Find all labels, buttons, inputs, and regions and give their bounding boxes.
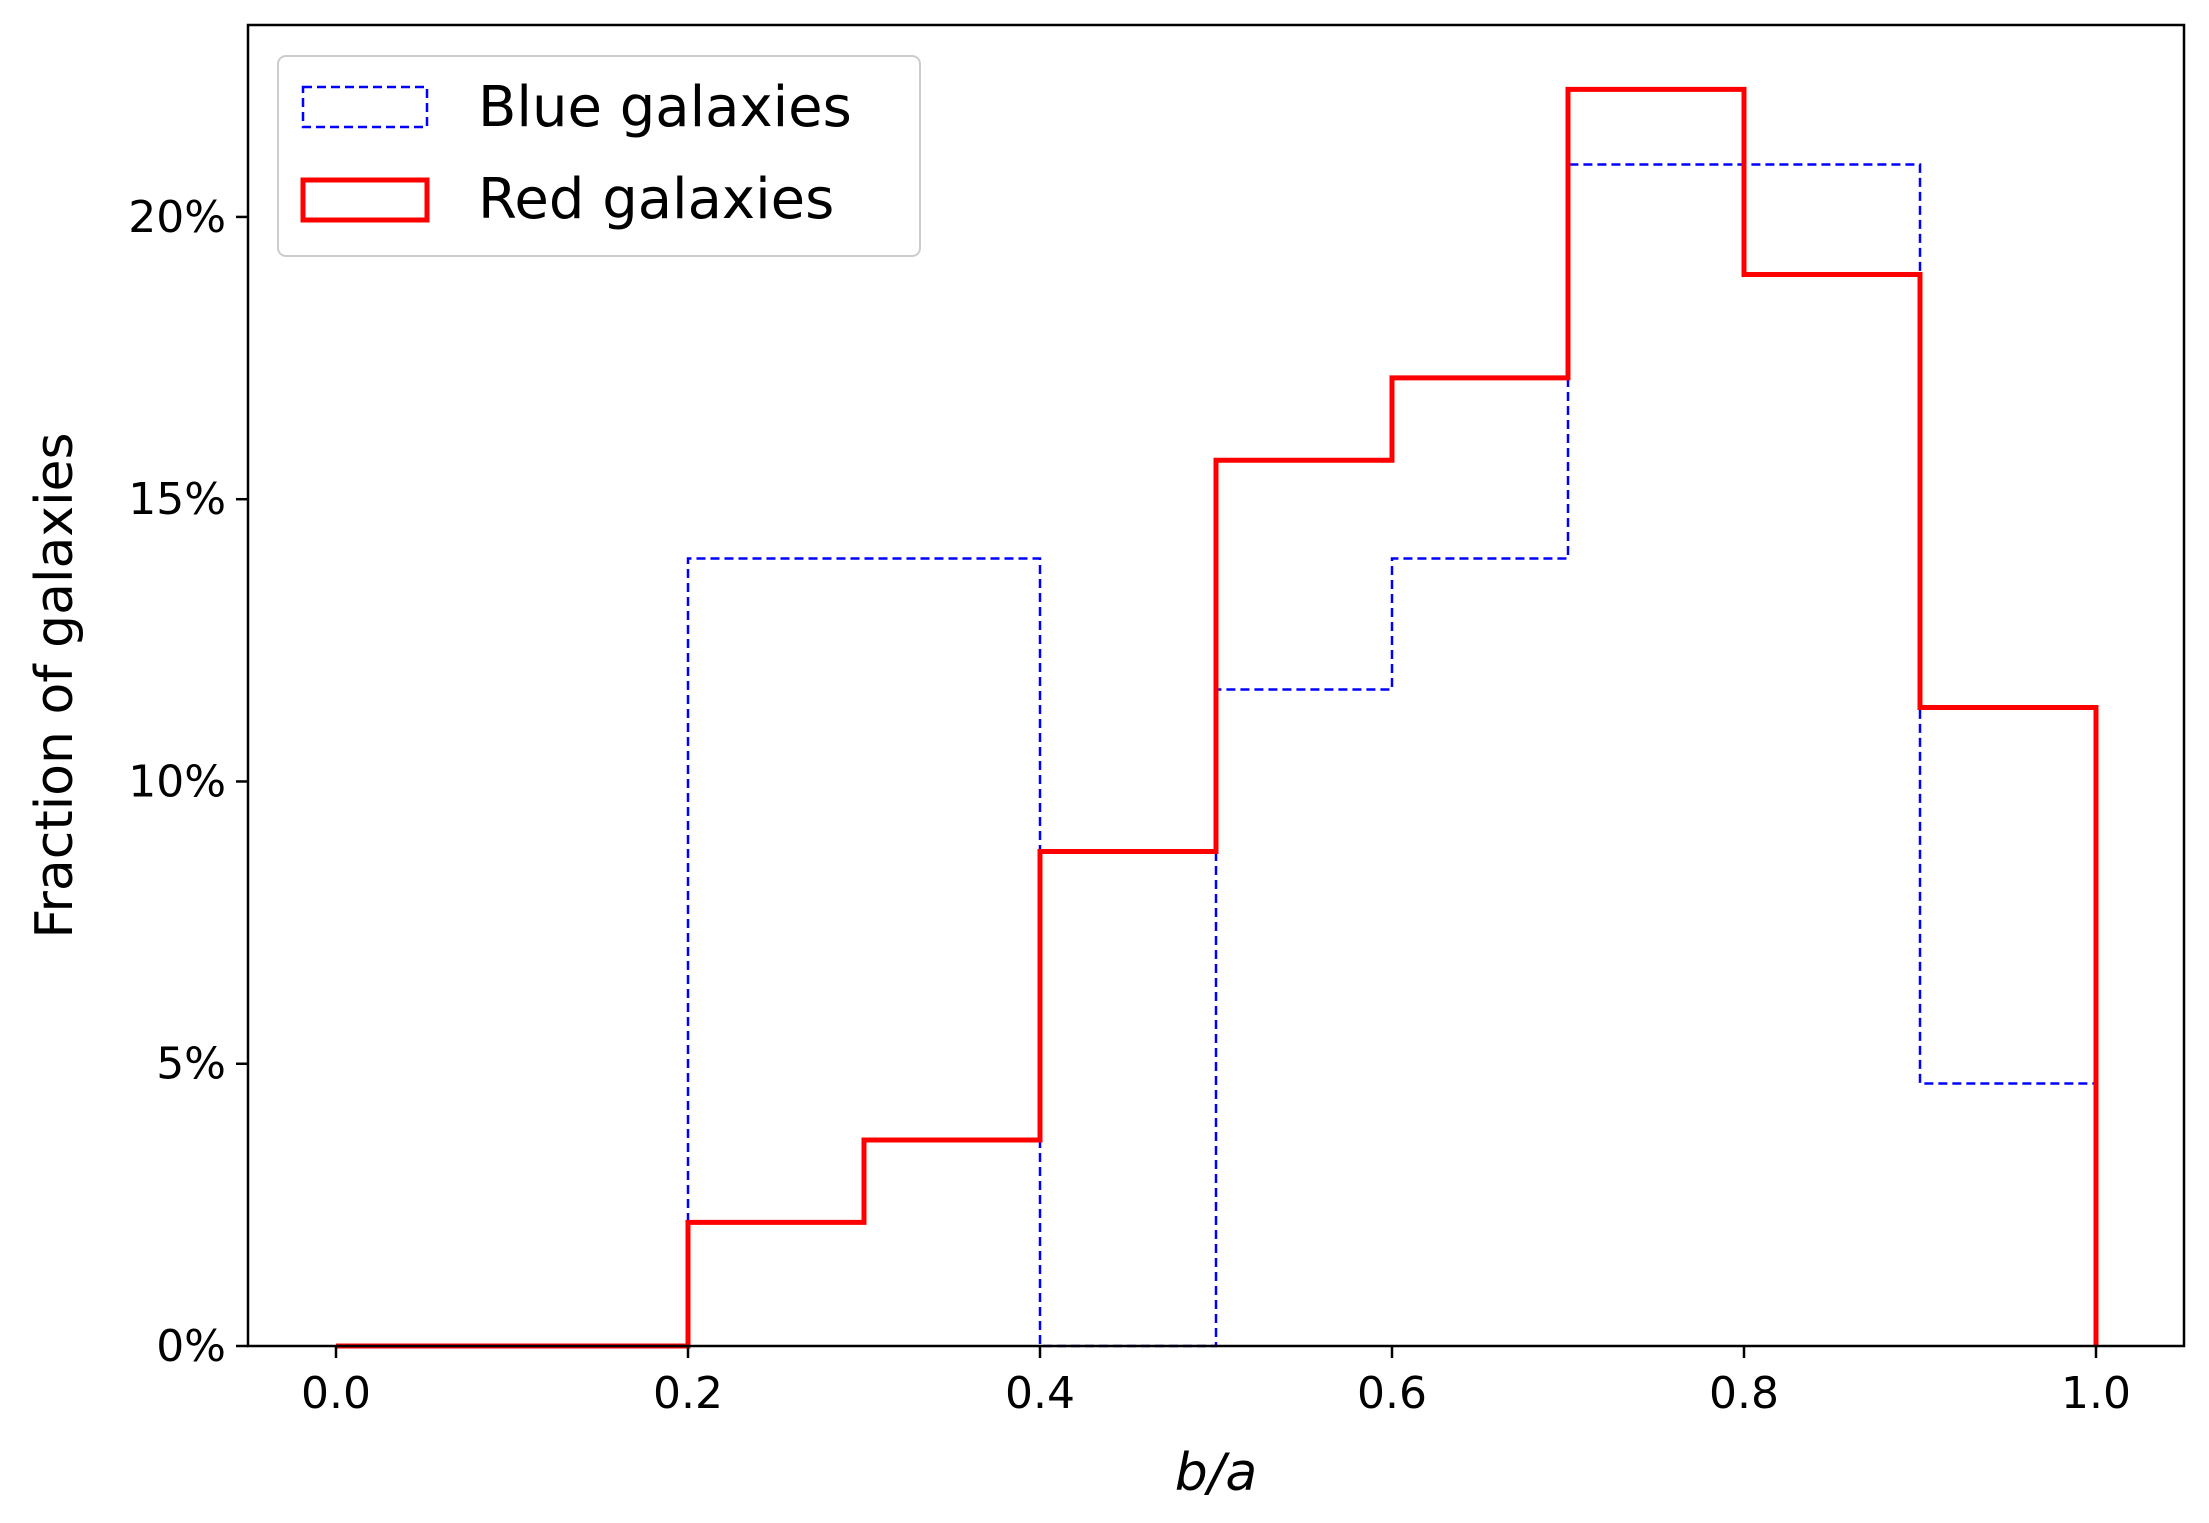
bin-blue-galaxies-2 bbox=[688, 558, 864, 1346]
legend-label-blue-galaxies: Blue galaxies bbox=[478, 75, 852, 140]
bin-blue-galaxies-7 bbox=[1568, 164, 1744, 1346]
bin-red-galaxies-8 bbox=[1744, 275, 1920, 1346]
bin-red-galaxies-3 bbox=[864, 1140, 1040, 1346]
x-tick-label: 0.8 bbox=[1709, 1368, 1779, 1419]
legend-swatch-red-galaxies bbox=[300, 177, 430, 223]
x-tick-label: 0.0 bbox=[301, 1368, 371, 1419]
series-outline-red-galaxies bbox=[336, 86, 2099, 1349]
x-tick-label: 1.0 bbox=[2061, 1368, 2131, 1419]
series-red-galaxies bbox=[336, 86, 2099, 1349]
y-axis-title: Fraction of galaxies bbox=[25, 432, 85, 938]
bin-red-galaxies-5 bbox=[1216, 460, 1392, 1346]
bin-blue-galaxies-5 bbox=[1216, 689, 1392, 1346]
bin-red-galaxies-9 bbox=[1920, 708, 2096, 1346]
bin-blue-galaxies-8 bbox=[1744, 164, 1920, 1346]
legend-swatch-blue-galaxies bbox=[301, 85, 429, 129]
bin-blue-galaxies-3 bbox=[864, 558, 1040, 1346]
x-tick-label: 0.6 bbox=[1357, 1368, 1427, 1419]
y-tick-label: 20% bbox=[128, 192, 226, 243]
series-outline-blue-galaxies bbox=[336, 163, 2098, 1348]
legend: Blue galaxies Red galaxies bbox=[277, 55, 921, 257]
series-blue-galaxies bbox=[336, 163, 2098, 1348]
bin-blue-galaxies-6 bbox=[1392, 558, 1568, 1346]
y-axis: 0% 5% 10% 15% 20% bbox=[128, 192, 248, 1372]
bin-red-galaxies-4 bbox=[1040, 851, 1216, 1346]
x-tick-label: 0.2 bbox=[653, 1368, 723, 1419]
y-tick-label: 0% bbox=[156, 1321, 226, 1372]
bin-blue-galaxies-9 bbox=[1920, 1083, 2096, 1346]
legend-label-red-galaxies: Red galaxies bbox=[478, 167, 834, 232]
y-tick-label: 5% bbox=[156, 1039, 226, 1090]
bin-red-galaxies-7 bbox=[1568, 89, 1744, 1346]
x-axis: 0.0 0.2 0.4 0.6 0.8 1.0 bbox=[301, 1346, 2131, 1419]
legend-box bbox=[277, 55, 921, 257]
bin-red-galaxies-2 bbox=[688, 1222, 864, 1346]
x-axis-title: b/a bbox=[1175, 1443, 1257, 1503]
plot-series bbox=[336, 86, 2099, 1349]
y-tick-label: 10% bbox=[128, 756, 226, 807]
bin-red-galaxies-6 bbox=[1392, 378, 1568, 1346]
x-tick-label: 0.4 bbox=[1005, 1368, 1075, 1419]
y-tick-label: 15% bbox=[128, 474, 226, 525]
plot-frame bbox=[246, 23, 2186, 1348]
